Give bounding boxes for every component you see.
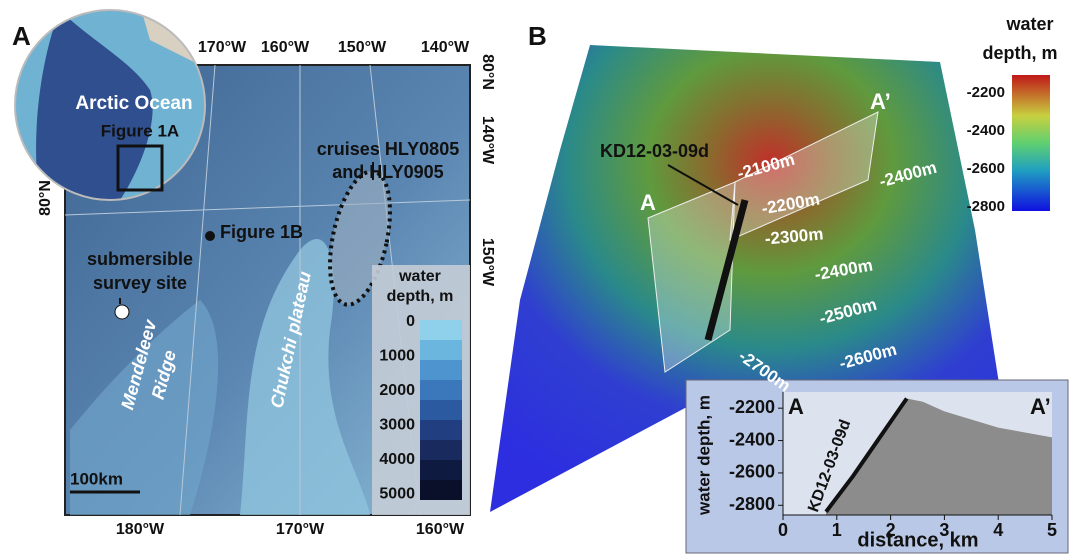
x-tick-label: 1 [832, 520, 842, 540]
top-longitude: 170°W [198, 39, 247, 56]
color-steps [420, 320, 462, 500]
color-step [420, 320, 462, 340]
core-label: KD12-03-09d [600, 141, 709, 161]
color-step [420, 440, 462, 460]
y-tick-label: -2400 [729, 429, 775, 449]
site-dot [115, 305, 129, 319]
scale-label: 100km [70, 469, 123, 488]
annotation: and HLY0905 [332, 162, 443, 182]
x-tick-label: 5 [1047, 520, 1057, 540]
legend-title: water [1005, 14, 1053, 34]
legend-label: 2000 [379, 382, 415, 399]
legend-label: -2800 [967, 198, 1005, 215]
top-longitude: 160°W [261, 39, 310, 56]
legend-label: 1000 [379, 348, 415, 365]
right-label: 80°N [479, 54, 496, 90]
inset-label: Arctic Ocean [75, 93, 192, 114]
top-longitude: 150°W [338, 39, 387, 56]
y-tick-label: -2800 [729, 494, 775, 514]
color-step [420, 480, 462, 500]
panel-label: B [528, 21, 547, 51]
color-step [420, 420, 462, 440]
section-label: A’ [870, 89, 891, 114]
right-label: 140°W [479, 116, 496, 165]
color-step [420, 460, 462, 480]
legend-label: -2200 [967, 84, 1005, 101]
bottom-longitude: 170°W [276, 521, 325, 538]
panel-label: A [12, 21, 31, 51]
legend-title: depth, m [387, 288, 454, 305]
legend-label: -2600 [967, 160, 1005, 177]
x-tick-label: 4 [993, 520, 1003, 540]
y-tick-label: -2600 [729, 462, 775, 482]
inset-label: Figure 1A [101, 121, 179, 140]
annotation: survey site [93, 273, 187, 293]
bottom-longitude: 160°W [416, 521, 465, 538]
color-step [420, 380, 462, 400]
legend-label: 3000 [379, 417, 415, 434]
section-label: A [788, 394, 804, 419]
colorbar [1012, 75, 1050, 211]
top-longitude: 140°W [421, 39, 470, 56]
left-latitude: 80°N [37, 180, 54, 216]
annotation: cruises HLY0805 [317, 139, 459, 159]
section-label: A [640, 190, 656, 215]
y-axis-label: water depth, m [694, 395, 713, 516]
figure-1b-dot [205, 231, 215, 241]
annotation: Figure 1B [220, 222, 303, 242]
color-step [420, 360, 462, 380]
color-step [420, 400, 462, 420]
annotation: submersible [87, 249, 193, 269]
legend-label: 0 [406, 313, 415, 330]
y-tick-label: -2200 [729, 397, 775, 417]
x-tick-label: 0 [778, 520, 788, 540]
section-label: A’ [1030, 394, 1051, 419]
legend-label: 4000 [379, 451, 415, 468]
legend-label: 5000 [379, 486, 415, 503]
x-axis-label: distance, km [857, 529, 978, 551]
figure: -2200-2400-2600-2800012345distance, kmwa… [0, 0, 1072, 555]
legend-title: depth, m [983, 43, 1058, 63]
bottom-longitude: 180°W [116, 521, 165, 538]
color-step [420, 340, 462, 360]
legend-title: water [398, 268, 441, 285]
right-label: 150°W [479, 238, 496, 287]
legend-label: -2400 [967, 122, 1005, 139]
